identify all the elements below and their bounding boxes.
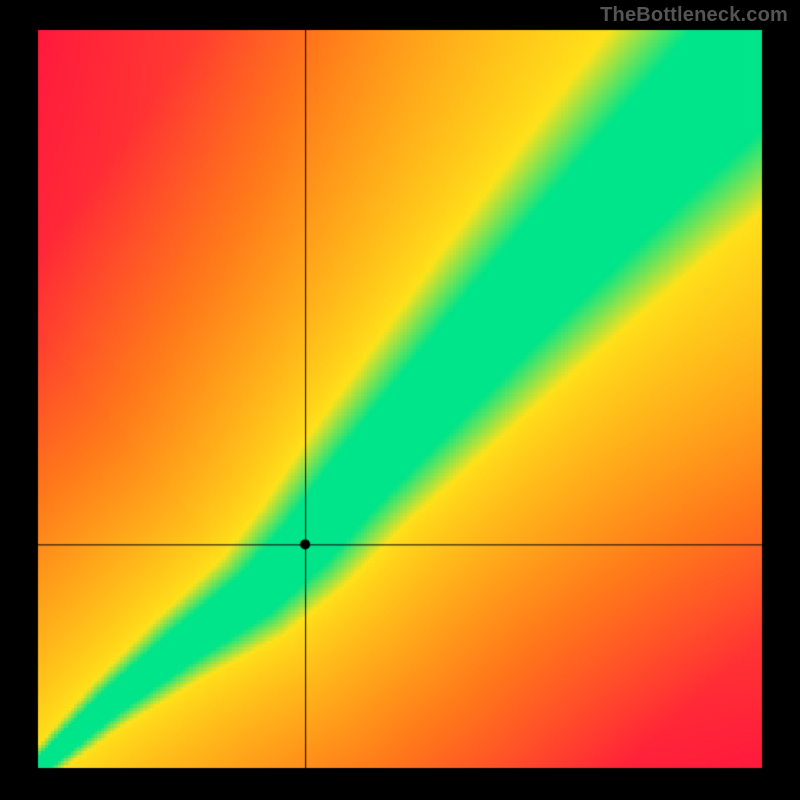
bottleneck-heatmap [0,0,800,800]
watermark-label: TheBottleneck.com [600,4,788,27]
chart-container: TheBottleneck.com [0,0,800,800]
